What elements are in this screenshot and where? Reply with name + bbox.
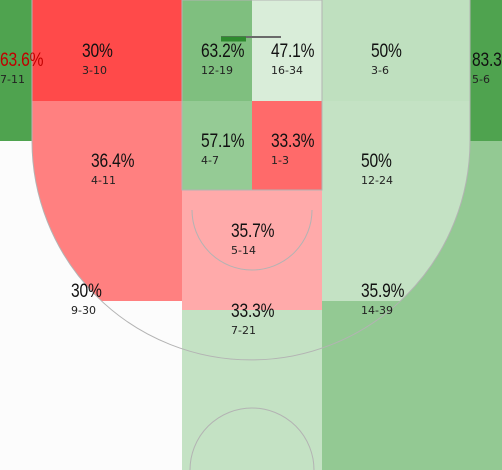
paint-box <box>181 0 323 191</box>
zone-made-attempts: 7-21 <box>231 324 256 337</box>
zone-left-corner-three[interactable] <box>0 0 32 141</box>
zone-label-right-corner-three: 83.3% 5-6 <box>472 51 502 85</box>
zone-pct: 57.1% <box>201 131 245 152</box>
zone-pct: 35.7% <box>231 221 275 242</box>
zone-label-right-paint: 47.1% 16-34 <box>271 42 324 76</box>
zone-right-baseline-midrange[interactable] <box>322 0 470 101</box>
zone-made-attempts: 3-10 <box>82 64 107 77</box>
zone-right-lane-midrange[interactable] <box>252 101 322 190</box>
zone-made-attempts: 1-3 <box>271 154 289 167</box>
zone-pct: 50% <box>361 151 392 172</box>
zone-pct: 47.1% <box>271 41 315 62</box>
zone-left-baseline-midrange[interactable] <box>32 0 182 101</box>
zone-label-right-lane-midrange: 33.3% 1-3 <box>271 132 324 166</box>
zone-left-lane-midrange[interactable] <box>182 101 252 190</box>
free-throw-circle <box>191 209 313 271</box>
half-court-circle <box>189 407 315 470</box>
zone-made-attempts: 5-6 <box>472 73 490 86</box>
zone-top-key-midrange[interactable] <box>182 190 322 310</box>
zone-made-attempts: 5-14 <box>231 244 256 257</box>
zone-pct: 33.3% <box>231 301 275 322</box>
three-point-line <box>31 0 471 361</box>
zone-label-top-key-midrange: 35.7% 5-14 <box>231 222 284 256</box>
zone-made-attempts: 4-7 <box>201 154 219 167</box>
zone-right-corner-three[interactable] <box>470 0 502 141</box>
zone-pct: 63.2% <box>201 41 245 62</box>
zone-made-attempts: 16-34 <box>271 64 303 77</box>
zone-label-right-baseline-midrange: 50% 3-6 <box>371 42 408 76</box>
zone-label-left-paint: 63.2% 12-19 <box>201 42 254 76</box>
zone-made-attempts: 9-30 <box>71 304 96 317</box>
zone-label-left-baseline-midrange: 30% 3-10 <box>82 42 119 76</box>
zone-pct: 83.3% <box>472 50 502 71</box>
zone-made-attempts: 12-24 <box>361 174 393 187</box>
zone-label-right-wing-three: 35.9% 14-39 <box>361 282 414 316</box>
zone-pct: 63.6% <box>0 50 44 71</box>
zone-label-left-wing-midrange: 36.4% 4-11 <box>91 152 144 186</box>
zone-label-right-wing-midrange: 50% 12-24 <box>361 152 398 186</box>
zone-pct: 30% <box>82 41 113 62</box>
zone-pct: 33.3% <box>271 131 315 152</box>
zone-made-attempts: 12-19 <box>201 64 233 77</box>
zone-pct: 30% <box>71 281 102 302</box>
zone-left-paint[interactable] <box>182 0 252 101</box>
zone-label-left-corner-three: 63.6% 7-11 <box>0 51 53 85</box>
zone-made-attempts: 4-11 <box>91 174 116 187</box>
zone-made-attempts: 3-6 <box>371 64 389 77</box>
zone-made-attempts: 7-11 <box>0 73 25 86</box>
zone-label-left-wing-three: 30% 9-30 <box>71 282 108 316</box>
zone-label-top-of-key-three: 33.3% 7-21 <box>231 302 284 336</box>
zone-right-paint[interactable] <box>252 0 322 101</box>
zone-pct: 50% <box>371 41 402 62</box>
zone-made-attempts: 14-39 <box>361 304 393 317</box>
zone-pct: 36.4% <box>91 151 135 172</box>
zone-pct: 35.9% <box>361 281 405 302</box>
zone-label-left-lane-midrange: 57.1% 4-7 <box>201 132 254 166</box>
